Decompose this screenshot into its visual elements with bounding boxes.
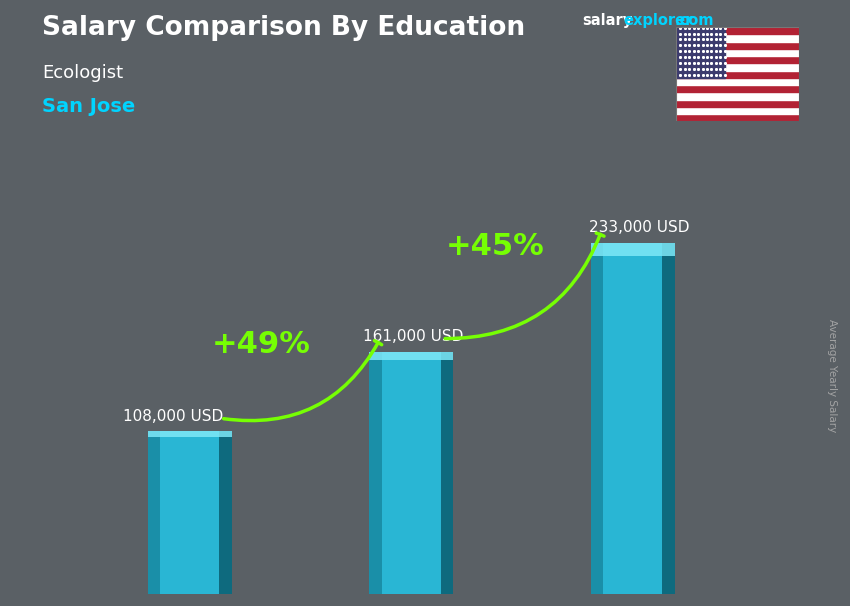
Text: .com: .com bbox=[674, 13, 713, 28]
Bar bbox=[591, 244, 675, 256]
Text: +45%: +45% bbox=[446, 233, 545, 261]
Text: 233,000 USD: 233,000 USD bbox=[588, 221, 689, 236]
Bar bbox=[676, 56, 799, 64]
Bar bbox=[676, 64, 799, 71]
Bar bbox=[591, 244, 675, 594]
Polygon shape bbox=[662, 244, 675, 594]
Polygon shape bbox=[219, 431, 232, 594]
Bar bbox=[148, 431, 232, 594]
Polygon shape bbox=[369, 351, 382, 594]
Bar bbox=[676, 71, 799, 78]
Bar bbox=[676, 42, 799, 49]
Text: Ecologist: Ecologist bbox=[42, 64, 123, 82]
Bar bbox=[369, 351, 453, 360]
Polygon shape bbox=[591, 244, 604, 594]
Bar bbox=[676, 27, 725, 78]
Text: Salary Comparison By Education: Salary Comparison By Education bbox=[42, 15, 525, 41]
Bar bbox=[369, 351, 453, 594]
Text: salary: salary bbox=[582, 13, 632, 28]
Polygon shape bbox=[148, 431, 161, 594]
Text: 161,000 USD: 161,000 USD bbox=[363, 329, 463, 344]
Bar bbox=[676, 35, 799, 42]
Bar bbox=[676, 99, 799, 107]
Bar bbox=[676, 107, 799, 114]
Text: +49%: +49% bbox=[212, 330, 310, 359]
Text: San Jose: San Jose bbox=[42, 97, 136, 116]
Bar bbox=[676, 78, 799, 85]
Bar bbox=[676, 92, 799, 99]
Bar bbox=[676, 49, 799, 56]
Bar bbox=[148, 431, 232, 437]
Text: explorer: explorer bbox=[623, 13, 693, 28]
Bar bbox=[676, 27, 799, 35]
Bar bbox=[676, 85, 799, 92]
Polygon shape bbox=[441, 351, 453, 594]
Text: 108,000 USD: 108,000 USD bbox=[123, 408, 224, 424]
Text: Average Yearly Salary: Average Yearly Salary bbox=[827, 319, 837, 432]
Bar bbox=[676, 114, 799, 121]
